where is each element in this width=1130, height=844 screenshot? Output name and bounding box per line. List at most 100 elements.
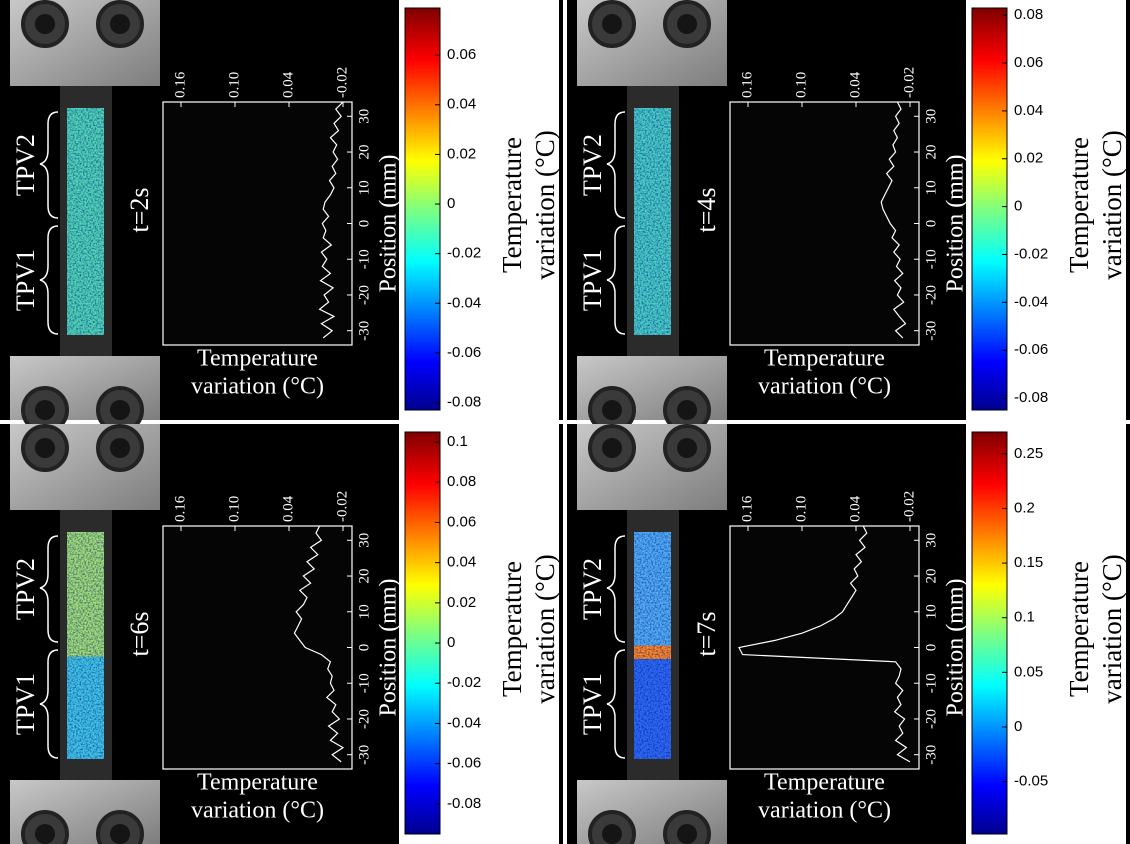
- temperature-tick-label: 0.04: [280, 495, 296, 522]
- position-tick-label: 10: [356, 604, 372, 619]
- bolt-hole: [110, 438, 130, 458]
- colorbar-tick-label: -0.02: [447, 245, 481, 262]
- bolt-hole: [35, 400, 55, 420]
- temperature-profile: [293, 525, 345, 763]
- position-tick-label: 30: [923, 533, 939, 548]
- brace: [39, 535, 59, 643]
- thermal-noise: [67, 532, 104, 759]
- colorbar-tick-label: -0.02: [447, 674, 481, 691]
- temperature-profile: [738, 525, 911, 763]
- position-tick-label: 20: [923, 569, 939, 584]
- brace: [606, 535, 626, 643]
- temperature-axis-label: Temperature: [764, 770, 885, 796]
- region-label: TPV1: [11, 249, 40, 311]
- region-label: TPV1: [578, 673, 607, 735]
- colorbar-tick-label: 0: [1014, 198, 1022, 215]
- position-tick-label: -30: [356, 321, 372, 341]
- colorbar-tick-label: 0.08: [447, 473, 476, 490]
- colorbar-tick-label: 0.06: [447, 513, 476, 530]
- panel-title: t=4s: [692, 187, 721, 232]
- bolt-hole: [602, 438, 622, 458]
- colorbar-label: Temperature: [1064, 137, 1094, 273]
- bolt-hole: [677, 14, 697, 34]
- colorbar-tick-label: 0.02: [1014, 150, 1043, 167]
- bolt-hole: [35, 438, 55, 458]
- bolt-hole: [35, 14, 55, 34]
- temperature-axis-label: Temperature: [197, 770, 318, 796]
- colorbar-tick-label: -0.05: [1014, 773, 1048, 790]
- colorbar-tick-label: 0.02: [447, 145, 476, 162]
- colorbar-tick-label: 0.04: [1014, 102, 1043, 119]
- colorbar-tick-label: 0.1: [1014, 609, 1035, 626]
- colorbar: [971, 7, 1008, 411]
- colorbar-tick-label: -0.04: [447, 714, 481, 731]
- temperature-tick-label: -0.02: [901, 67, 917, 98]
- bolt-hole: [35, 824, 55, 844]
- brace: [39, 649, 59, 759]
- panel-title: t=2s: [125, 187, 154, 232]
- bolt-hole: [602, 824, 622, 844]
- colorbar-label: Temperature: [1064, 561, 1094, 697]
- brace: [39, 225, 59, 335]
- position-tick-label: 0: [923, 220, 939, 228]
- temperature-tick-label: 0.10: [226, 496, 242, 522]
- position-tick-label: -20: [923, 709, 939, 729]
- position-tick-label: 30: [356, 533, 372, 548]
- panel: TPV1 TPV2 t=2s 0.16 0.10 0.04 -0.02 -30 -20 -10 0 1…: [0, 0, 563, 434]
- temperature-tick-label: 0.16: [739, 71, 755, 98]
- colorbar-label: Temperature: [497, 561, 527, 697]
- colorbar-tick-label: 0.04: [447, 96, 476, 113]
- temperature-axis-label: variation (°C): [758, 374, 891, 400]
- colorbar-tick-label: 0.25: [1014, 445, 1043, 462]
- position-axis-label: Position (mm): [943, 578, 969, 716]
- plot-area: [729, 101, 920, 346]
- colorbar-label: variation (°C): [1097, 554, 1127, 704]
- bolt-hole: [677, 400, 697, 420]
- plot-area: [162, 101, 353, 346]
- region-label: TPV2: [578, 558, 607, 620]
- colorbar-tick-label: 0.04: [447, 554, 476, 571]
- colorbar-tick-label: 0.06: [447, 46, 476, 63]
- colorbar-tick-label: 0.05: [1014, 663, 1043, 680]
- colorbar-tick-label: 0.02: [447, 594, 476, 611]
- temperature-tick-label: 0.16: [172, 71, 188, 98]
- region-label: TPV2: [11, 134, 40, 196]
- position-tick-label: 10: [923, 604, 939, 619]
- brace: [39, 111, 59, 219]
- position-tick-label: 20: [923, 145, 939, 160]
- position-tick-label: 30: [356, 109, 372, 124]
- colorbar-tick-label: -0.06: [447, 344, 481, 361]
- position-tick-label: -20: [923, 285, 939, 305]
- colorbar-tick-label: -0.08: [447, 394, 481, 411]
- temperature-tick-label: 0.10: [226, 72, 242, 98]
- temperature-tick-label: 0.16: [172, 495, 188, 522]
- position-tick-label: -10: [356, 249, 372, 269]
- colorbar: [971, 431, 1008, 835]
- temperature-axis-label: Temperature: [764, 346, 885, 372]
- bolt-hole: [110, 400, 130, 420]
- position-tick-label: -10: [923, 249, 939, 269]
- temperature-axis-label: variation (°C): [191, 374, 324, 400]
- colorbar-tick-label: -0.06: [1014, 341, 1048, 358]
- position-tick-label: 0: [356, 644, 372, 652]
- colorbar: [404, 431, 441, 835]
- colorbar-tick-label: -0.08: [447, 795, 481, 812]
- position-axis-label: Position (mm): [943, 154, 969, 292]
- position-tick-label: -30: [356, 745, 372, 765]
- position-tick-label: 30: [923, 109, 939, 124]
- region-label: TPV1: [11, 673, 40, 735]
- thermal-noise: [67, 108, 104, 335]
- position-tick-label: -10: [356, 673, 372, 693]
- brace: [606, 225, 626, 335]
- bolt-hole: [110, 824, 130, 844]
- bolt-hole: [602, 400, 622, 420]
- panel-title: t=7s: [692, 611, 721, 656]
- colorbar-tick-label: -0.02: [1014, 245, 1048, 262]
- colorbar-tick-label: 0.15: [1014, 554, 1043, 571]
- colorbar-tick-label: 0.1: [447, 433, 468, 450]
- colorbar-label: variation (°C): [530, 130, 560, 280]
- position-tick-label: 20: [356, 145, 372, 160]
- temperature-tick-label: 0.16: [739, 495, 755, 522]
- bolt-hole: [677, 438, 697, 458]
